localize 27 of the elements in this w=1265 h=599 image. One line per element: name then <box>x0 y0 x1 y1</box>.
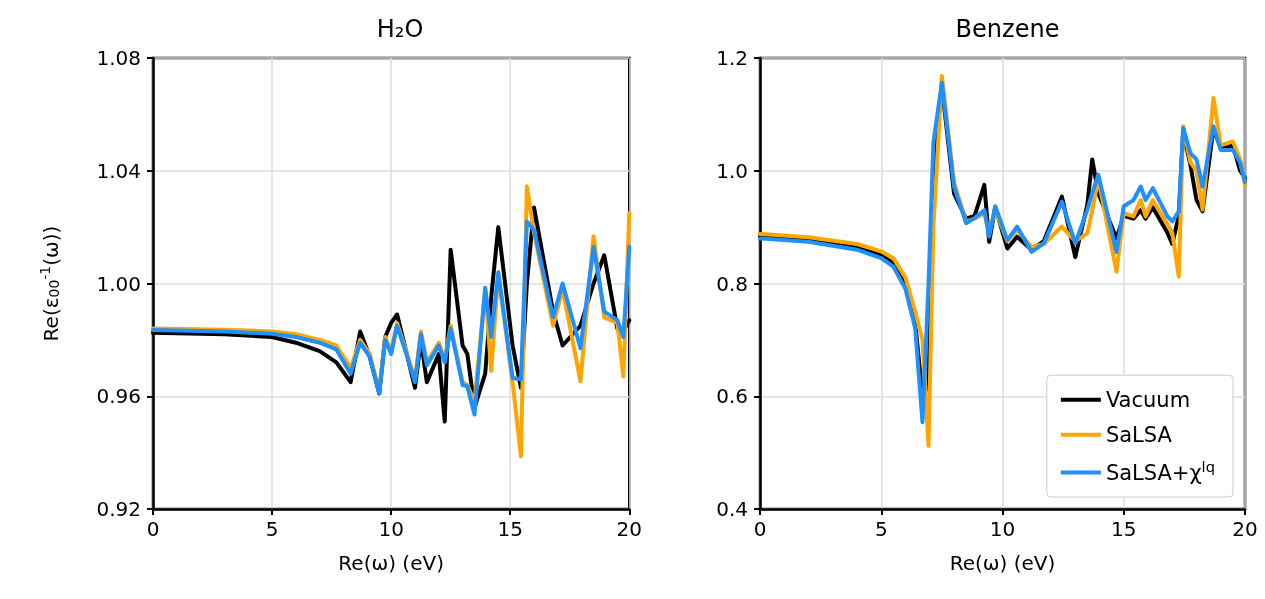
y-tick-label: 0.6 <box>716 384 748 409</box>
chart-title: Benzene <box>955 15 1060 43</box>
y-tick-label: 1.2 <box>716 46 748 70</box>
x-tick-label: 5 <box>265 517 279 541</box>
y-tick-label: 0.92 <box>96 497 141 521</box>
x-tick-label: 15 <box>1111 517 1137 541</box>
legend-label: Vacuum <box>1105 387 1191 412</box>
y-tick-label: 1.0 <box>716 158 748 183</box>
y-tick-label: 1.00 <box>96 271 141 296</box>
x-tick-label: 10 <box>378 517 404 541</box>
y-tick-label: 0.8 <box>716 271 748 296</box>
y-axis-title: Re(ε00-1(ω)) <box>37 225 63 342</box>
x-tick-label: 0 <box>753 517 767 541</box>
x-tick-label: 15 <box>497 517 523 541</box>
x-axis-title: Re(ω) (eV) <box>949 551 1056 575</box>
legend-label: SaLSA <box>1105 422 1173 447</box>
y-tick-label: 1.04 <box>96 158 141 183</box>
x-tick-label: 10 <box>989 517 1016 541</box>
x-tick-label: 0 <box>146 517 160 541</box>
y-tick-label: 0.96 <box>96 384 141 409</box>
y-tick-label: 0.4 <box>716 497 748 521</box>
x-tick-label: 5 <box>874 517 888 541</box>
x-tick-label: 20 <box>616 517 642 541</box>
x-tick-label: 20 <box>1232 517 1258 541</box>
chart-title: H₂O <box>376 15 424 43</box>
y-tick-label: 1.08 <box>96 46 141 70</box>
x-axis-title: Re(ω) (eV) <box>338 551 444 575</box>
